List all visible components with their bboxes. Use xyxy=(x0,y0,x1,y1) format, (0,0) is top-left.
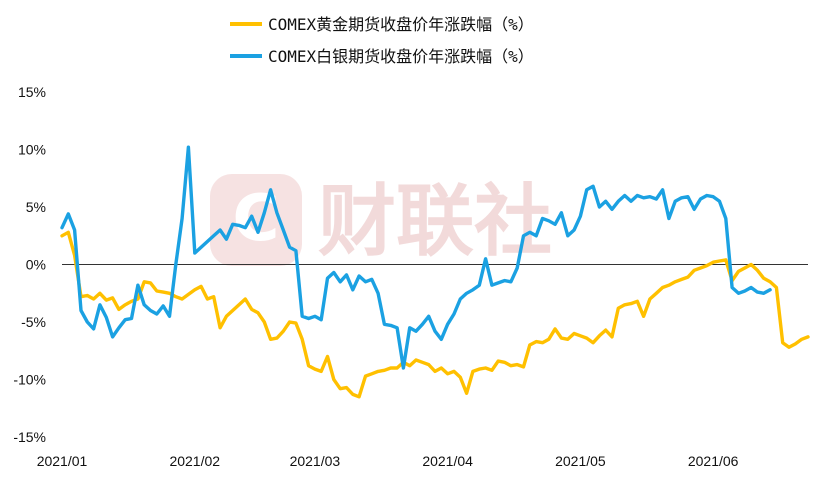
y-tick-label: 15% xyxy=(18,84,46,100)
y-tick-label: -5% xyxy=(21,314,46,330)
series-line-gold xyxy=(60,230,810,399)
legend-label-gold: COMEX黄金期货收盘价年涨跌幅（%） xyxy=(268,15,534,34)
legend: COMEX黄金期货收盘价年涨跌幅（%） COMEX白银期货收盘价年涨跌幅（%） xyxy=(230,15,534,66)
legend-item-gold: COMEX黄金期货收盘价年涨跌幅（%） xyxy=(230,15,534,34)
x-tick-label: 2021/02 xyxy=(169,453,220,469)
y-tick-label: 0% xyxy=(26,257,46,273)
y-tick-label: -10% xyxy=(13,372,46,388)
x-axis: 2021/01 2021/02 2021/03 2021/04 2021/05 2021/… xyxy=(37,453,739,469)
x-tick-label: 2021/05 xyxy=(555,453,606,469)
watermark-text: 财联社 xyxy=(318,177,552,267)
x-tick-label: 2021/01 xyxy=(37,453,88,469)
x-tick-label: 2021/06 xyxy=(688,453,739,469)
legend-item-silver: COMEX白银期货收盘价年涨跌幅（%） xyxy=(230,47,534,66)
y-tick-label: -15% xyxy=(13,429,46,445)
y-tick-label: 10% xyxy=(18,142,46,158)
series-line-silver xyxy=(60,145,772,370)
y-tick-label: 5% xyxy=(26,199,46,215)
x-tick-label: 2021/04 xyxy=(422,453,473,469)
series-lines xyxy=(60,145,810,399)
x-tick-label: 2021/03 xyxy=(290,453,341,469)
watermark: C 财联社 xyxy=(210,174,552,267)
y-axis: 15% 10% 5% 0% -5% -10% -15% xyxy=(13,84,46,445)
legend-label-silver: COMEX白银期货收盘价年涨跌幅（%） xyxy=(268,47,534,66)
watermark-logo-icon xyxy=(210,174,302,266)
